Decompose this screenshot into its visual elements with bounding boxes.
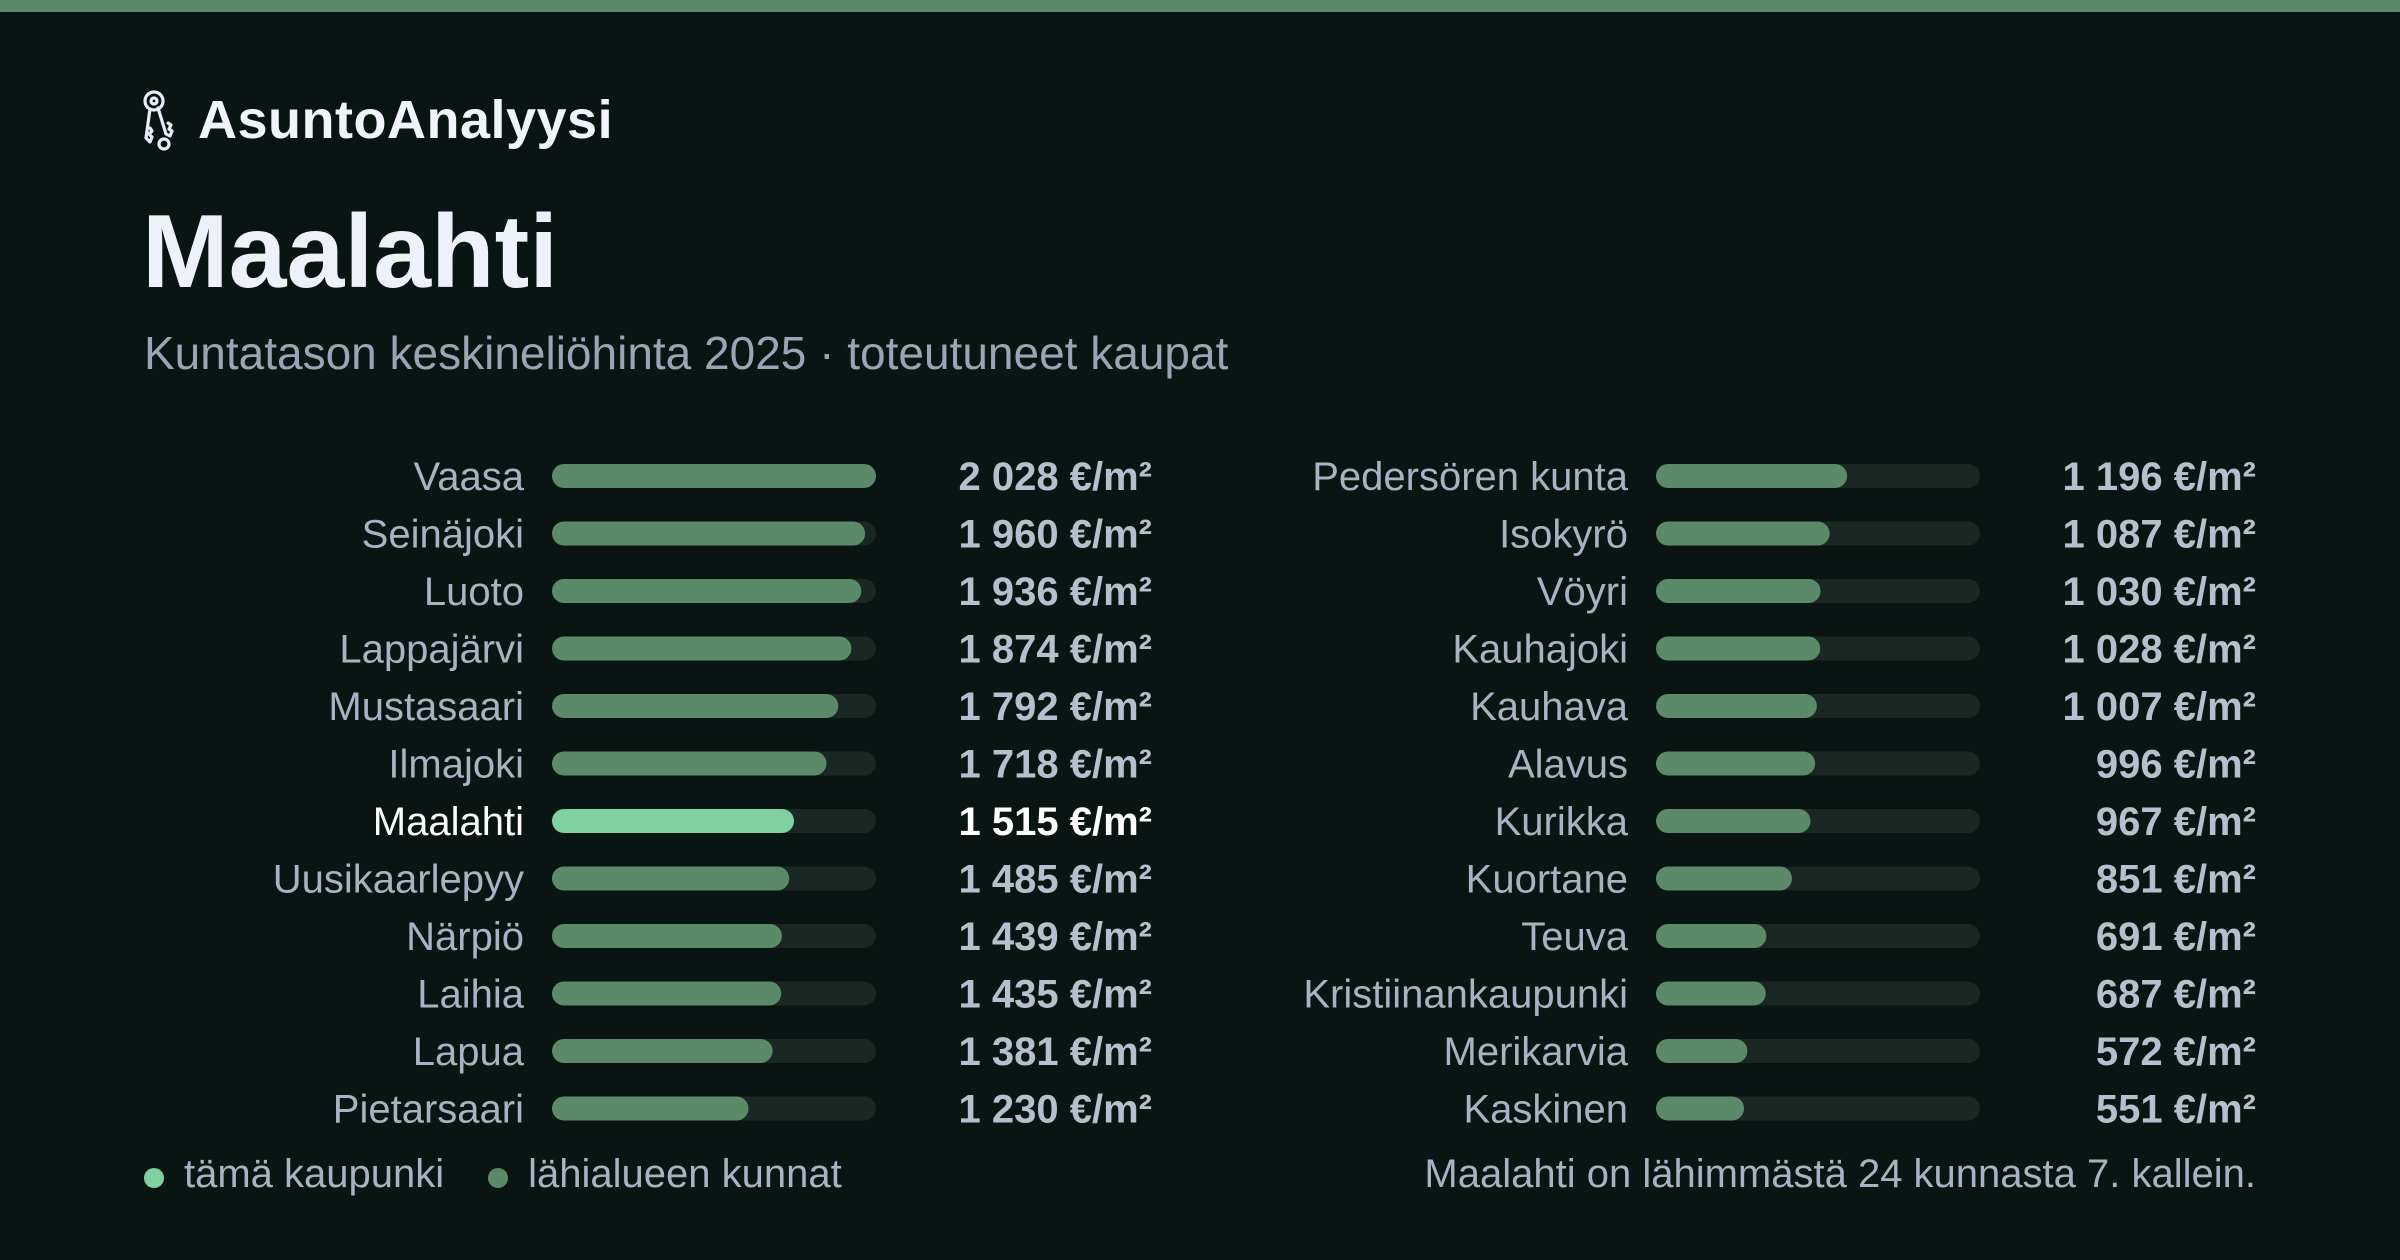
bar (552, 751, 827, 776)
top-accent-bar (0, 0, 2400, 12)
category-label: Ilmajoki (388, 743, 524, 787)
category-label: Pedersören kunta (1312, 455, 1629, 499)
value-label: 1 087 €/m² (2063, 513, 2256, 557)
bar (1656, 694, 1817, 718)
category-label: Maalahti (373, 800, 524, 844)
value-label: 1 792 €/m² (959, 685, 1152, 729)
bar-highlight (552, 809, 795, 833)
category-label: Seinäjoki (362, 513, 524, 557)
legend-label-neighbors: lähialueen kunnat (528, 1152, 842, 1196)
category-label: Lapua (413, 1030, 525, 1074)
category-label: Pietarsaari (333, 1088, 524, 1132)
category-label: Vöyri (1537, 570, 1628, 614)
category-label: Luoto (424, 570, 524, 614)
value-label: 1 007 €/m² (2063, 685, 2256, 729)
page-title: Maalahti (142, 194, 559, 310)
bar (552, 1096, 749, 1121)
bar (1656, 924, 1767, 948)
legend-label-this-city: tämä kaupunki (184, 1152, 445, 1196)
category-label: Isokyrö (1499, 513, 1628, 557)
value-label: 2 028 €/m² (959, 455, 1152, 499)
category-label: Lappajärvi (339, 628, 524, 672)
bar (552, 694, 839, 718)
category-label: Laihia (417, 973, 525, 1017)
bar (552, 866, 790, 891)
legend-item-neighbors: lähialueen kunnat (488, 1152, 842, 1197)
value-label: 572 €/m² (2096, 1030, 2256, 1074)
value-label: 1 381 €/m² (959, 1030, 1152, 1074)
category-label: Kurikka (1495, 800, 1629, 844)
bar (1656, 866, 1792, 891)
bar (1656, 579, 1821, 603)
category-label: Uusikaarlepyy (273, 858, 524, 902)
brand-name: AsuntoAnalyysi (198, 90, 614, 150)
value-label: 1 485 €/m² (959, 858, 1152, 902)
bar (1656, 636, 1821, 661)
value-label: 1 196 €/m² (2063, 455, 2256, 499)
value-label: 996 €/m² (2096, 743, 2256, 787)
category-label: Alavus (1508, 743, 1628, 787)
value-label: 551 €/m² (2096, 1088, 2256, 1132)
value-label: 1 230 €/m² (959, 1088, 1152, 1132)
category-label: Mustasaari (328, 685, 524, 729)
legend-dot-icon (144, 1167, 164, 1188)
chart-legend: tämä kaupunki lähialueen kunnat (144, 1152, 886, 1197)
rank-footnote: Maalahti on lähimmästä 24 kunnasta 7. ka… (1424, 1152, 2256, 1196)
bar (1656, 521, 1830, 546)
bar (552, 1039, 773, 1063)
legend-dot-icon (488, 1167, 509, 1188)
bar (552, 636, 852, 661)
bar (552, 579, 862, 603)
value-label: 1 874 €/m² (959, 628, 1152, 672)
category-label: Kristiinankaupunki (1303, 973, 1628, 1017)
bar (552, 464, 876, 488)
value-label: 1 439 €/m² (959, 915, 1152, 959)
bar (552, 521, 866, 546)
value-label: 1 718 €/m² (959, 743, 1152, 787)
bar (552, 924, 782, 948)
page-subtitle: Kuntatason keskineliöhinta 2025 · toteut… (144, 327, 1229, 379)
value-label: 1 435 €/m² (959, 973, 1152, 1017)
value-label: 1 936 €/m² (959, 570, 1152, 614)
category-label: Kaskinen (1463, 1088, 1628, 1132)
bar (1656, 809, 1811, 833)
category-label: Kauhajoki (1452, 628, 1628, 672)
bar (1656, 1039, 1748, 1063)
value-label: 691 €/m² (2096, 915, 2256, 959)
bar (1656, 981, 1766, 1006)
value-label: 1 030 €/m² (2063, 570, 2256, 614)
category-label: Kauhava (1470, 685, 1629, 729)
legend-item-this-city: tämä kaupunki (144, 1152, 444, 1197)
value-label: 851 €/m² (2096, 858, 2256, 902)
value-label: 967 €/m² (2096, 800, 2256, 844)
category-label: Närpiö (406, 915, 524, 959)
bar (552, 981, 782, 1006)
value-label: 687 €/m² (2096, 973, 2256, 1017)
value-label: 1 515 €/m² (959, 800, 1152, 844)
category-label: Vaasa (414, 455, 525, 499)
keys-icon (143, 90, 174, 151)
bar (1656, 751, 1816, 776)
value-label: 1 028 €/m² (2063, 628, 2256, 672)
value-label: 1 960 €/m² (959, 513, 1152, 557)
bar (1656, 1096, 1745, 1121)
bar (1656, 464, 1848, 488)
category-label: Merikarvia (1444, 1030, 1629, 1074)
brand: AsuntoAnalyysi (140, 88, 613, 152)
category-label: Kuortane (1466, 858, 1628, 902)
category-label: Teuva (1521, 915, 1628, 959)
